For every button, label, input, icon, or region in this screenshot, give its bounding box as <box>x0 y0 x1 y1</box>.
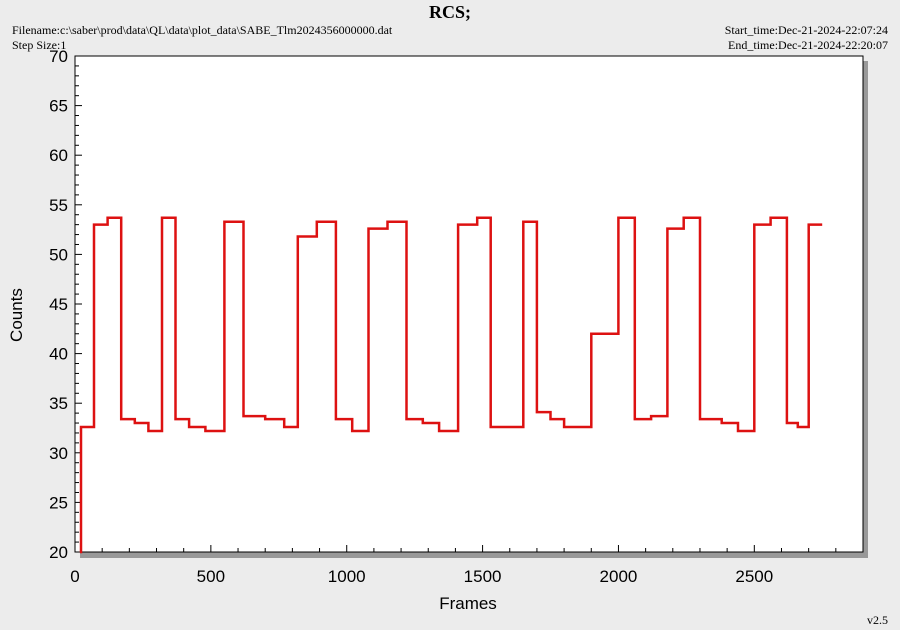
axes: 20 25 30 35 40 45 50 55 60 65 70 0 500 1000 1500 2000 25… <box>49 47 864 586</box>
y-tick-label: 50 <box>49 245 68 264</box>
y-tick-label: 60 <box>49 146 68 165</box>
y-tick-label: 35 <box>49 394 68 413</box>
x-tick-label: 0 <box>70 567 79 586</box>
y-tick-label: 65 <box>49 97 68 116</box>
y-tick-label: 40 <box>49 345 68 364</box>
step-size-label: Step Size:1 <box>12 38 67 52</box>
y-tick-label: 70 <box>49 47 68 66</box>
series-line <box>79 216 823 554</box>
x-tick-label: 2000 <box>600 567 638 586</box>
x-tick-label: 1500 <box>464 567 502 586</box>
plot-area <box>74 55 864 553</box>
page-title: RCS; <box>428 2 471 22</box>
x-tick-label: 1000 <box>328 567 366 586</box>
series-layer <box>79 216 823 554</box>
filename-label: Filename:c:\saber\prod\data\QL\data\plot… <box>12 23 393 37</box>
y-tick-label: 30 <box>49 444 68 463</box>
x-axis-label: Frames <box>439 594 497 613</box>
y-tick-label: 45 <box>49 295 68 314</box>
x-tick-label: 2500 <box>735 567 773 586</box>
end-time-label: End_time:Dec-21-2024-22:20:07 <box>728 38 888 52</box>
y-tick-label: 25 <box>49 493 68 512</box>
version-label: v2.5 <box>867 613 888 627</box>
y-tick-label: 20 <box>49 543 68 562</box>
start-time-label: Start_time:Dec-21-2024-22:07:24 <box>724 23 888 37</box>
y-axis-label: Counts <box>7 288 26 342</box>
y-tick-label: 55 <box>49 196 68 215</box>
x-tick-label: 500 <box>197 567 225 586</box>
